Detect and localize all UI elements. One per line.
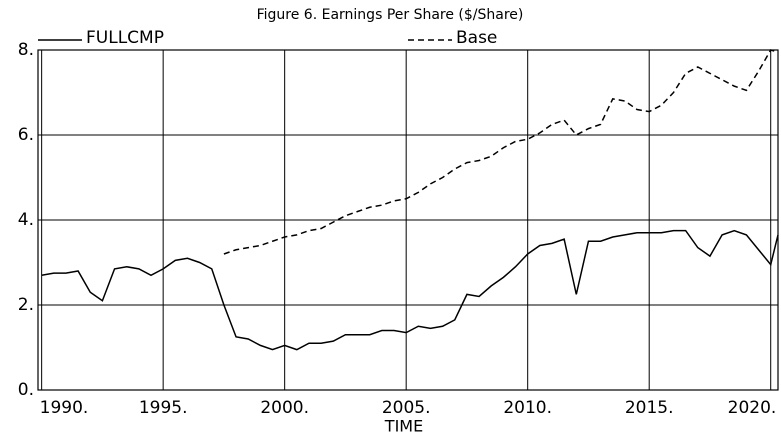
x-tick-label: 2010. xyxy=(503,398,552,418)
legend-label: FULLCMP xyxy=(86,28,164,48)
y-tick-label: 4. xyxy=(18,210,34,230)
y-tick-label: 6. xyxy=(18,125,34,145)
plot-frame xyxy=(37,49,779,391)
line-series xyxy=(223,49,779,255)
y-tick-label: 8. xyxy=(18,40,34,60)
x-tick-label: 1995. xyxy=(139,398,188,418)
y-tick-label: 0. xyxy=(18,380,34,400)
x-tick-label: 2005. xyxy=(382,398,431,418)
legend-label: Base xyxy=(456,28,497,48)
x-tick-label: 2020. xyxy=(728,398,777,418)
x-tick-label: 2000. xyxy=(260,398,309,418)
x-tick-label: 1990. xyxy=(40,398,89,418)
chart-title: Figure 6. Earnings Per Share ($/Share) xyxy=(257,7,524,23)
y-tick-label: 2. xyxy=(18,295,34,315)
x-axis-label: TIME xyxy=(384,417,423,436)
line-series xyxy=(41,229,779,351)
x-tick-label: 2015. xyxy=(625,398,674,418)
